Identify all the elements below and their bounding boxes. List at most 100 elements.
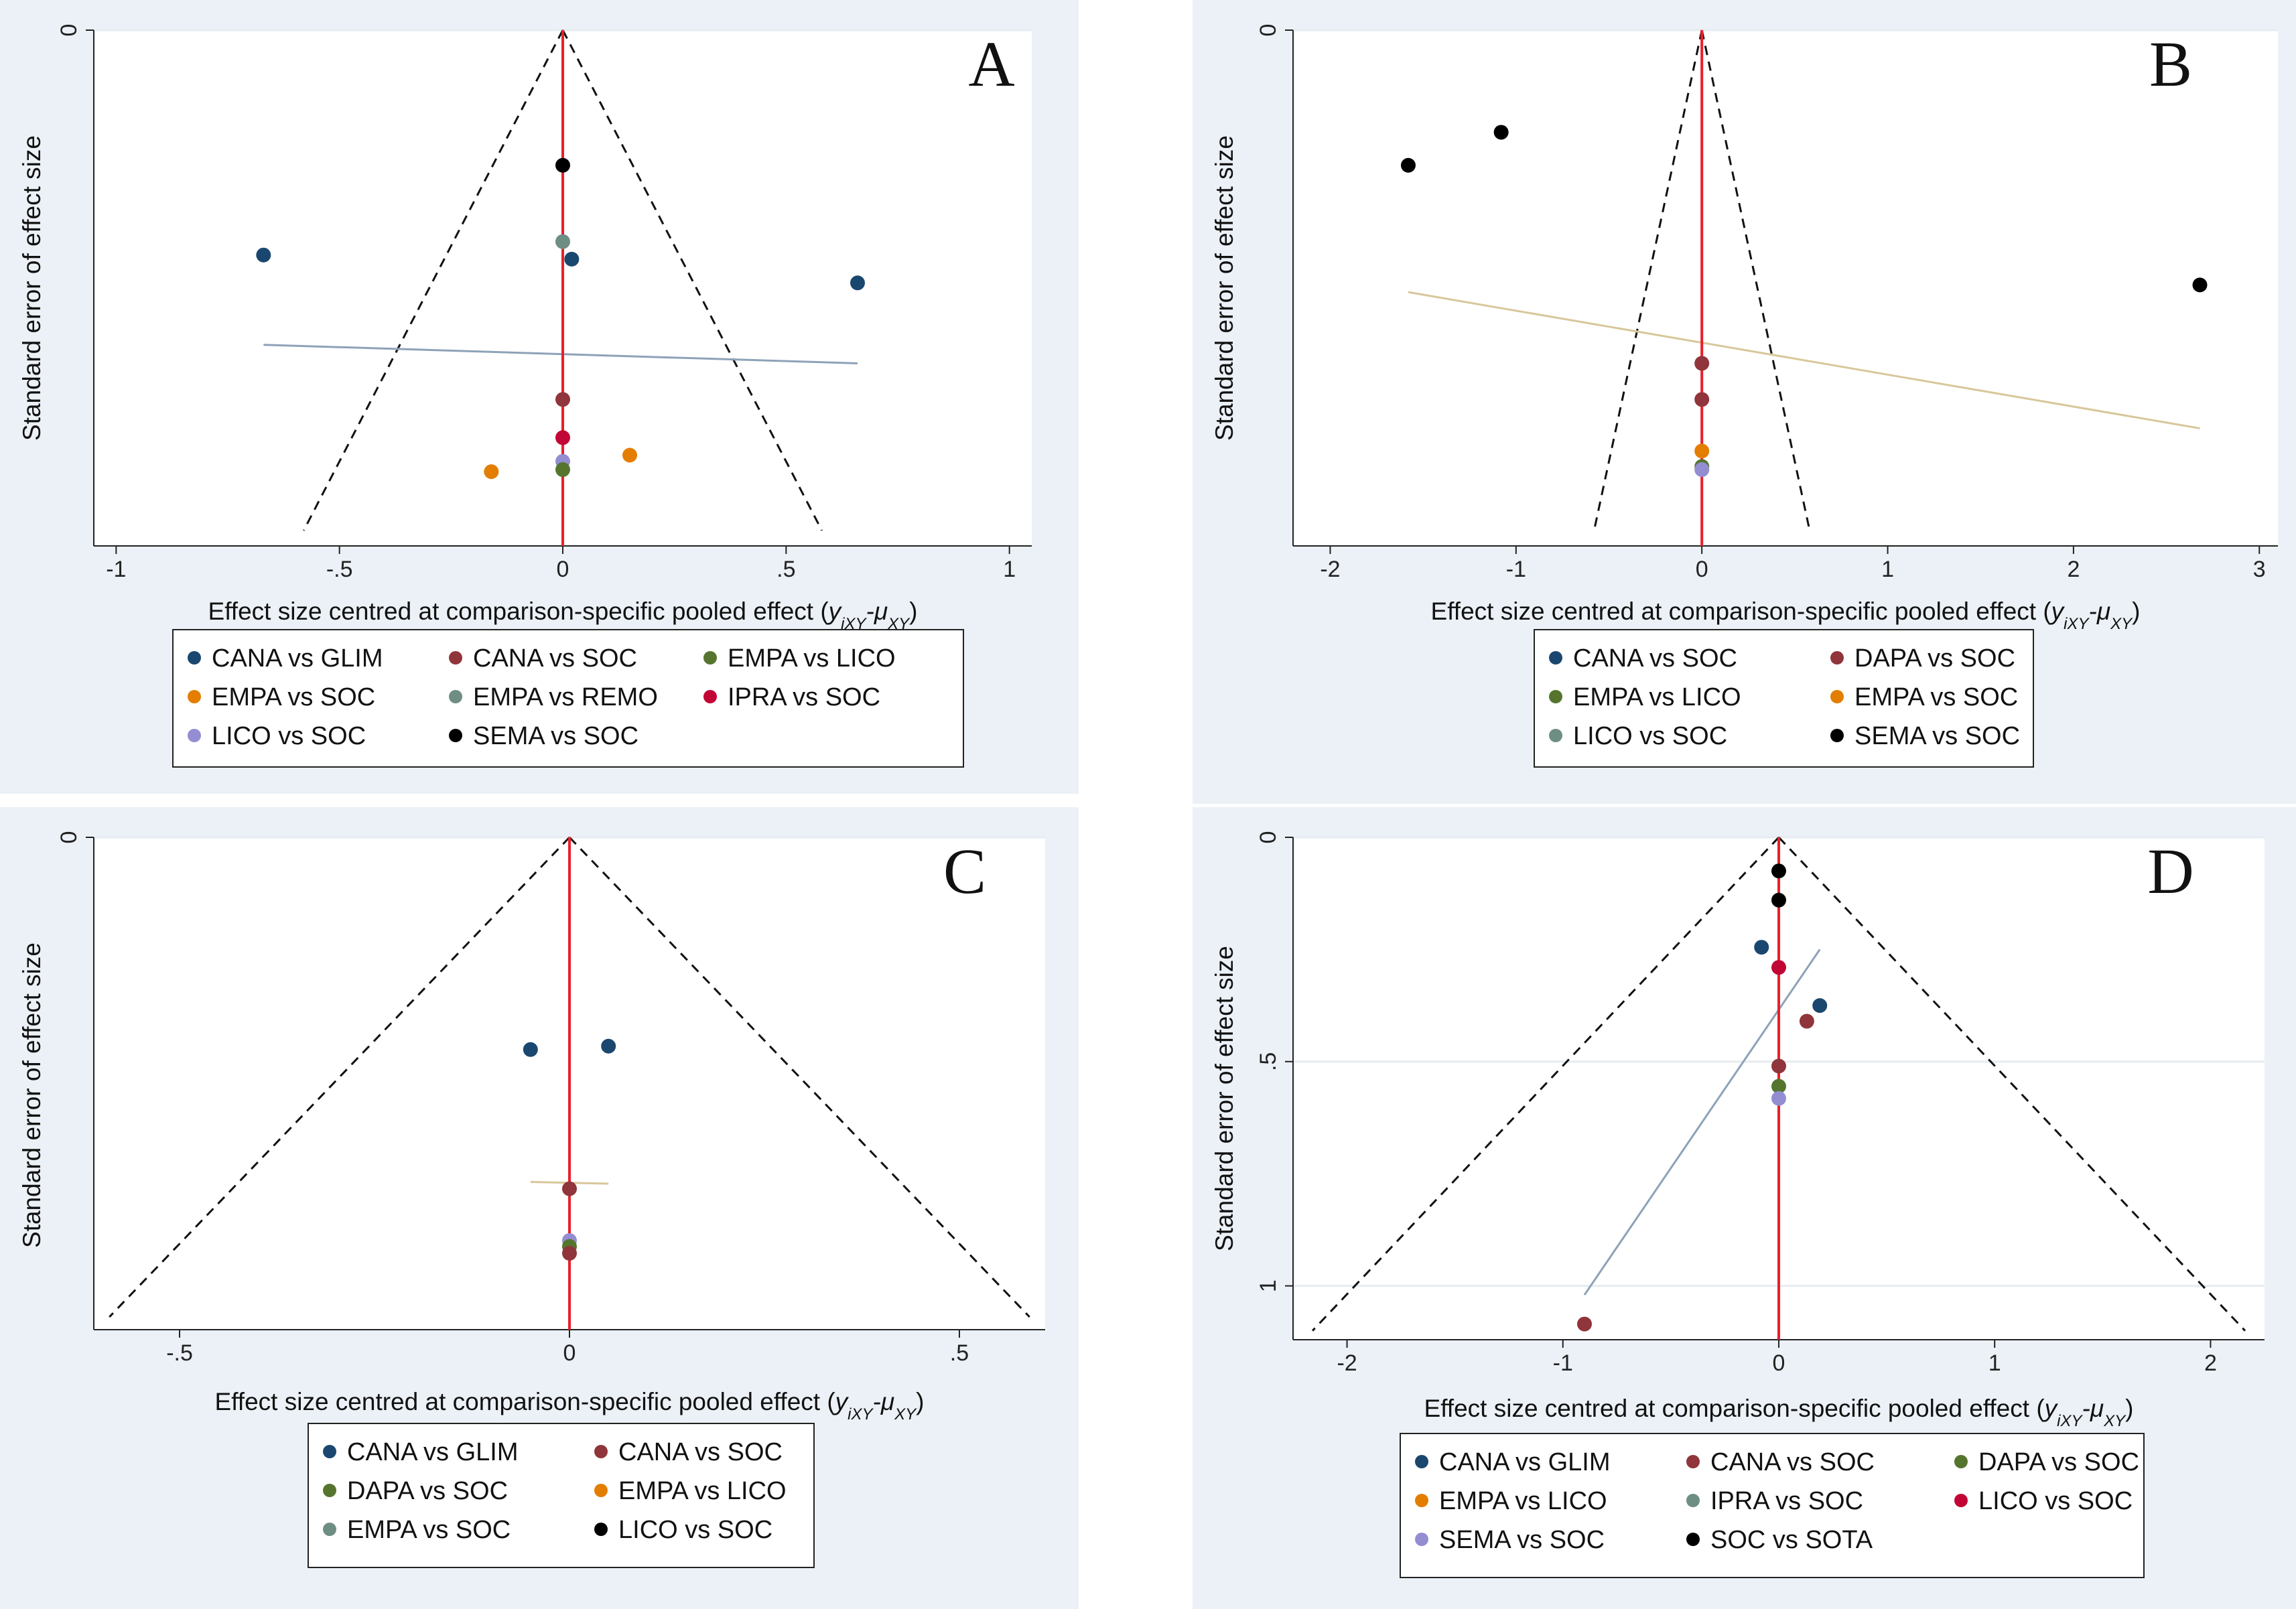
x-tick-label: 3 bbox=[2253, 557, 2266, 582]
legend-label: CANA vs GLIM bbox=[347, 1438, 519, 1466]
panel-b: 0 -2 -1 0 1 2 3 B Standard error of effect size E… bbox=[1193, 0, 2296, 804]
legend-label: EMPA vs LICO bbox=[618, 1477, 787, 1505]
x-tick-label: -1 bbox=[1553, 1350, 1573, 1376]
y-axis-title: Standard error of effect size bbox=[1211, 946, 1238, 1251]
data-point bbox=[1812, 998, 1828, 1013]
panel-d: 0 .5 1 -2 -1 0 1 2 D Standard error of effect siz… bbox=[1193, 807, 2296, 1609]
legend-marker bbox=[1954, 1455, 1968, 1468]
data-point bbox=[1577, 1316, 1592, 1332]
data-point bbox=[850, 275, 865, 291]
x-tick-label: 0 bbox=[1773, 1350, 1785, 1376]
x-tick-label: 2 bbox=[2204, 1350, 2217, 1376]
x-tick-label: -1 bbox=[1506, 557, 1526, 582]
panel-letter: B bbox=[2149, 28, 2192, 100]
data-point bbox=[1754, 940, 1769, 955]
legend-marker bbox=[323, 1445, 336, 1458]
legend-marker bbox=[1830, 690, 1844, 703]
legend-marker bbox=[449, 690, 462, 703]
y-axis-title: Standard error of effect size bbox=[1211, 135, 1238, 441]
x-axis-title: Effect size centred at comparison-specif… bbox=[208, 598, 918, 633]
funnel-right-line bbox=[561, 29, 823, 531]
data-point bbox=[1694, 392, 1710, 407]
x-tick-label: 1 bbox=[1988, 1350, 2001, 1376]
funnel-plot-d: 0 .5 1 -2 -1 0 1 2 D Standard error of effect siz… bbox=[1211, 831, 2265, 1578]
data-point bbox=[1694, 462, 1710, 478]
legend-label: LICO vs SOC bbox=[212, 722, 366, 750]
panel-letter: D bbox=[2147, 835, 2193, 907]
legend-label: IPRA vs SOC bbox=[1710, 1487, 1863, 1515]
legend-marker bbox=[1686, 1533, 1700, 1546]
y-tick-label: 1 bbox=[1256, 1279, 1281, 1292]
regression-line bbox=[1408, 291, 2200, 429]
legend-marker bbox=[449, 729, 462, 742]
legend-label: EMPA vs SOC bbox=[212, 683, 375, 711]
legend-marker bbox=[1415, 1494, 1428, 1507]
legend-box bbox=[308, 1423, 815, 1568]
legend-label: SEMA vs SOC bbox=[473, 722, 638, 750]
legend-marker bbox=[703, 690, 717, 703]
legend-label: SEMA vs SOC bbox=[1439, 1526, 1605, 1554]
data-point bbox=[1771, 1058, 1786, 1074]
legend-box bbox=[1534, 629, 2034, 768]
y-tick-label: 0 bbox=[56, 831, 82, 844]
legend-label: CANA vs SOC bbox=[1573, 644, 1737, 673]
legend-marker bbox=[594, 1523, 608, 1536]
data-point bbox=[1799, 1013, 1814, 1029]
data-point bbox=[601, 1038, 616, 1054]
legend-marker bbox=[323, 1523, 336, 1536]
legend-marker bbox=[1415, 1455, 1428, 1468]
y-axis-title: Standard error of effect size bbox=[18, 135, 46, 441]
data-point bbox=[1771, 863, 1786, 879]
x-axis-title: Effect size centred at comparison-specif… bbox=[1431, 598, 2141, 633]
data-point bbox=[562, 1181, 577, 1196]
legend-label: EMPA vs LICO bbox=[1439, 1487, 1607, 1515]
data-point bbox=[555, 430, 570, 445]
legend-label: CANA vs GLIM bbox=[212, 644, 383, 673]
legend-label: CANA vs SOC bbox=[473, 644, 637, 673]
data-point bbox=[555, 234, 570, 249]
funnel-left-line bbox=[1593, 29, 1703, 531]
x-tick-label: 0 bbox=[1696, 557, 1708, 582]
legend-label: EMPA vs SOC bbox=[347, 1516, 511, 1544]
panel-c: 0 -.5 0 .5 C Standard error of effect size Eff… bbox=[0, 807, 1079, 1609]
funnel-right-line bbox=[568, 836, 1030, 1318]
legend-label: CANA vs GLIM bbox=[1439, 1448, 1611, 1476]
data-point bbox=[1771, 1091, 1786, 1106]
legend-label: DAPA vs SOC bbox=[1978, 1448, 2139, 1476]
x-tick-label: .5 bbox=[950, 1340, 969, 1366]
x-axis-title: Effect size centred at comparison-specif… bbox=[215, 1388, 925, 1423]
panel-letter: A bbox=[968, 28, 1014, 100]
y-tick-label: 0 bbox=[56, 24, 82, 37]
plot-area bbox=[1293, 30, 2278, 546]
x-tick-label: -2 bbox=[1337, 1350, 1357, 1376]
legend-label: LICO vs SOC bbox=[618, 1516, 772, 1544]
legend-marker bbox=[594, 1484, 608, 1497]
regression-line bbox=[1583, 949, 1821, 1296]
funnel-right-line bbox=[1700, 29, 1811, 531]
x-tick-label: 0 bbox=[557, 557, 569, 582]
regression-line bbox=[263, 344, 858, 364]
x-tick-label: -.5 bbox=[326, 557, 353, 582]
data-point bbox=[1771, 1078, 1786, 1094]
panel-letter: C bbox=[943, 835, 986, 907]
data-point bbox=[555, 462, 570, 478]
legend-marker bbox=[1415, 1533, 1428, 1546]
y-tick-label: .5 bbox=[1256, 1052, 1281, 1071]
data-point bbox=[1694, 356, 1710, 371]
x-tick-label: 0 bbox=[563, 1340, 576, 1366]
x-tick-label: .5 bbox=[776, 557, 795, 582]
legend-marker bbox=[1549, 651, 1562, 664]
legend-box bbox=[172, 629, 964, 768]
data-point bbox=[1400, 157, 1416, 173]
funnel-plot-c: 0 -.5 0 .5 C Standard error of effect size Eff… bbox=[18, 831, 1045, 1568]
legend-label: CANA vs SOC bbox=[1710, 1448, 1875, 1476]
legend-label: EMPA vs REMO bbox=[473, 683, 658, 711]
data-point bbox=[523, 1042, 538, 1057]
x-axis-title: Effect size centred at comparison-specif… bbox=[1424, 1395, 2134, 1430]
legend-label: CANA vs SOC bbox=[618, 1438, 783, 1466]
x-tick-label: 1 bbox=[1003, 557, 1016, 582]
funnel-left-line bbox=[303, 29, 564, 531]
x-tick-label: 1 bbox=[1881, 557, 1894, 582]
data-point bbox=[484, 464, 499, 480]
data-point bbox=[555, 392, 570, 407]
